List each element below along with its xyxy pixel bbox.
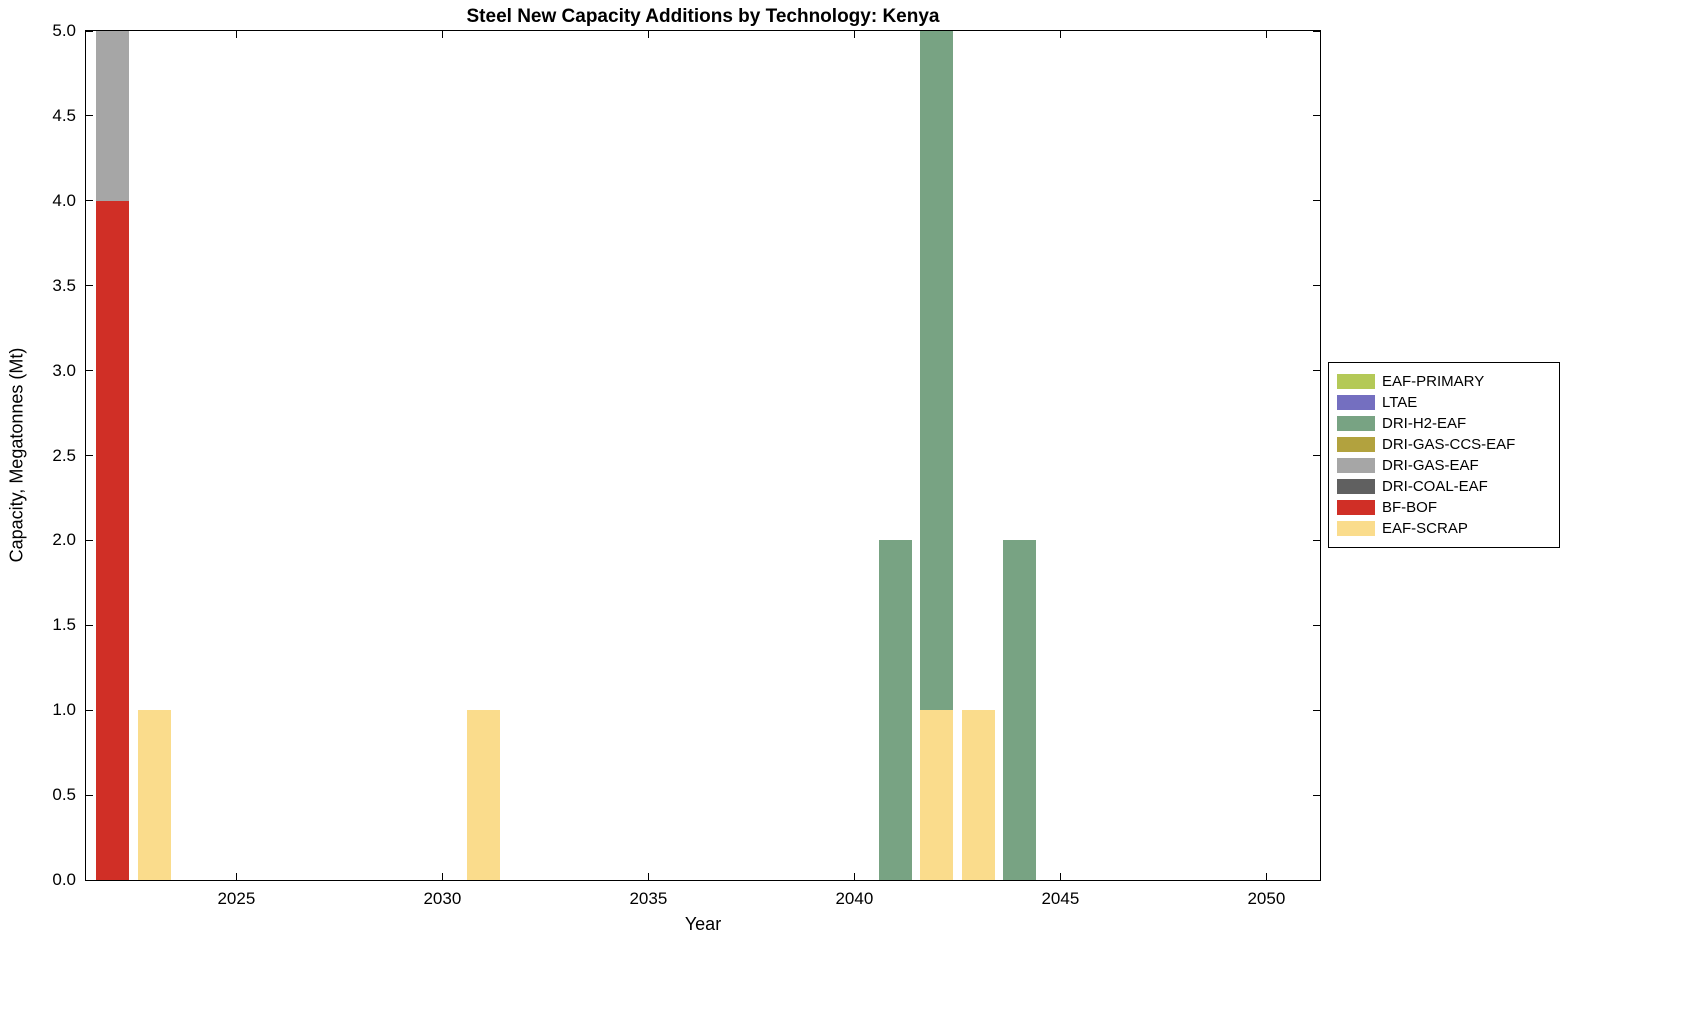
y-tick-mark (1313, 30, 1320, 32)
x-tick-label: 2045 (1041, 889, 1080, 908)
legend-item-eaf-primary: EAF-PRIMARY (1337, 371, 1553, 392)
y-tick-label: 2.0 (52, 530, 76, 550)
bar-segment-bf-bof-2022 (96, 200, 130, 880)
legend-swatch (1337, 416, 1375, 431)
y-tick-mark (86, 115, 93, 117)
y-tick-mark (1313, 200, 1320, 202)
x-tick-mark (1265, 31, 1267, 38)
y-tick-label: 0.5 (52, 785, 76, 805)
bar-segment-eaf-scrap-2043 (961, 710, 995, 880)
bar-segment-dri-h2-eaf-2042 (920, 31, 954, 711)
x-tick-mark (441, 873, 443, 880)
x-tick-label: 2030 (423, 889, 462, 908)
legend-item-dri-h2-eaf: DRI-H2-EAF (1337, 413, 1553, 434)
legend-label: DRI-GAS-CCS-EAF (1382, 436, 1516, 453)
x-tick-mark (235, 873, 237, 880)
legend-swatch (1337, 374, 1375, 389)
legend-item-dri-coal-eaf: DRI-COAL-EAF (1337, 476, 1553, 497)
x-tick-mark (235, 31, 237, 38)
plot-area (85, 30, 1321, 881)
y-axis-label: Capacity, Megatonnes (Mt) (6, 347, 27, 563)
legend-swatch (1337, 521, 1375, 536)
bar-segment-eaf-scrap-2031 (467, 710, 501, 880)
y-tick-label: 1.5 (52, 615, 76, 635)
legend-item-bf-bof: BF-BOF (1337, 497, 1553, 518)
y-tick-label: 3.0 (52, 360, 76, 380)
y-tick-label: 3.5 (52, 275, 76, 295)
legend-label: BF-BOF (1382, 499, 1437, 516)
x-tick-mark (647, 873, 649, 880)
y-tick-mark (1313, 879, 1320, 881)
y-tick-label: 1.0 (52, 700, 76, 720)
bar-segment-dri-h2-eaf-2041 (879, 540, 913, 880)
legend-item-ltae: LTAE (1337, 392, 1553, 413)
y-tick-mark (86, 455, 93, 456)
bar-segment-eaf-scrap-2023 (137, 710, 171, 880)
legend-label: DRI-H2-EAF (1382, 415, 1467, 432)
y-tick-mark (1313, 285, 1320, 287)
y-tick-label: 4.0 (52, 190, 76, 210)
x-tick-mark (853, 873, 855, 880)
legend-swatch (1337, 395, 1375, 410)
y-tick-label: 0.0 (52, 870, 76, 889)
legend-item-dri-gas-ccs-eaf: DRI-GAS-CCS-EAF (1337, 434, 1553, 455)
y-tick-mark (1313, 455, 1320, 456)
y-tick-mark (86, 624, 93, 626)
y-tick-mark (86, 709, 93, 711)
x-tick-mark (1059, 873, 1061, 880)
x-axis-label: Year (684, 914, 722, 934)
y-tick-mark (1313, 370, 1320, 372)
y-tick-label: 4.5 (52, 105, 76, 125)
y-tick-label: 5.0 (52, 21, 76, 40)
legend: EAF-PRIMARY LTAE DRI-H2-EAF DRI-GAS-CCS-EAF… (1328, 362, 1560, 548)
y-tick-mark (1313, 794, 1320, 796)
y-tick-mark (86, 370, 93, 372)
x-tick-mark (441, 31, 443, 38)
chart-title: Steel New Capacity Additions by Technolo… (466, 6, 940, 27)
y-tick-mark (1313, 709, 1320, 711)
legend-item-eaf-scrap: EAF-SCRAP (1337, 518, 1553, 539)
bar-segment-dri-h2-eaf-2044 (1002, 540, 1036, 880)
legend-label: DRI-COAL-EAF (1382, 478, 1488, 495)
legend-swatch (1337, 458, 1375, 473)
legend-item-dri-gas-eaf: DRI-GAS-EAF (1337, 455, 1553, 476)
legend-label: EAF-PRIMARY (1382, 373, 1485, 390)
x-tick-label: 2035 (629, 889, 668, 908)
x-tick-mark (1059, 31, 1061, 38)
y-tick-mark (86, 794, 93, 796)
x-tick-label: 2050 (1247, 889, 1286, 908)
bar-segment-eaf-scrap-2042 (920, 710, 954, 880)
y-tick-mark (86, 30, 93, 32)
x-tick-mark (647, 31, 649, 38)
legend-swatch (1337, 479, 1375, 494)
y-tick-mark (1313, 624, 1320, 626)
x-tick-label: 2025 (217, 889, 256, 908)
legend-label: LTAE (1382, 394, 1418, 411)
bar-segment-dri-gas-eaf-2022 (96, 31, 130, 201)
legend-swatch (1337, 437, 1375, 452)
y-tick-label: 2.5 (52, 445, 76, 465)
y-tick-mark (1313, 115, 1320, 117)
x-tick-label: 2040 (835, 889, 874, 908)
y-tick-mark (86, 200, 93, 202)
legend-label: EAF-SCRAP (1382, 520, 1468, 537)
x-tick-mark (853, 31, 855, 38)
legend-swatch (1337, 500, 1375, 515)
y-tick-mark (86, 285, 93, 287)
x-tick-mark (1265, 873, 1267, 880)
y-tick-mark (1313, 539, 1320, 541)
y-tick-mark (86, 879, 93, 881)
y-tick-mark (86, 539, 93, 541)
legend-label: DRI-GAS-EAF (1382, 457, 1479, 474)
